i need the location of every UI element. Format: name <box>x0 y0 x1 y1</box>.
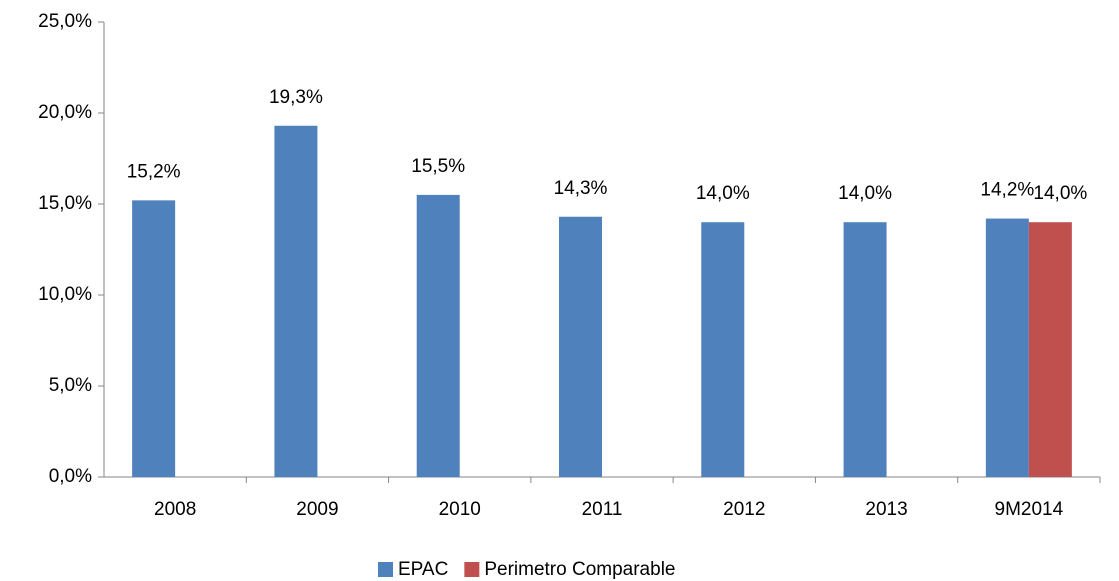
bar <box>416 194 460 477</box>
x-tick-label: 2011 <box>582 499 623 520</box>
data-label: 15,2% <box>127 161 181 182</box>
x-tick-label: 2013 <box>865 499 907 520</box>
bar <box>274 125 318 478</box>
x-tick-label: 2008 <box>154 499 196 520</box>
legend-swatch <box>464 562 480 577</box>
y-tick-label: 5,0% <box>49 375 92 396</box>
x-tick-label: 2010 <box>439 499 481 520</box>
data-label: 14,0% <box>1033 183 1087 204</box>
x-tick-label: 2012 <box>723 499 765 520</box>
data-label: 15,5% <box>411 156 465 177</box>
bar <box>559 216 602 478</box>
legend-label: Perimetro Comparable <box>484 559 675 580</box>
data-label: 19,3% <box>269 87 323 108</box>
x-tick-label: 9M2014 <box>995 499 1064 520</box>
bar <box>1028 222 1072 477</box>
y-tick-label: 20,0% <box>38 102 92 123</box>
y-tick-label: 10,0% <box>38 284 92 305</box>
bar <box>701 222 745 477</box>
data-label: 14,2% <box>980 180 1034 201</box>
y-tick-label: 0,0% <box>49 466 92 487</box>
legend-swatch <box>378 562 393 577</box>
data-label: 14,0% <box>838 183 892 204</box>
x-tick-label: 2009 <box>296 499 338 520</box>
y-tick-label: 15,0% <box>38 193 92 214</box>
legend-label: EPAC <box>398 559 448 580</box>
data-label: 14,3% <box>554 178 608 199</box>
y-tick-label: 25,0% <box>38 11 92 32</box>
bar <box>843 222 887 477</box>
bar <box>985 218 1029 477</box>
bar <box>132 200 176 478</box>
data-label: 14,0% <box>696 183 750 204</box>
